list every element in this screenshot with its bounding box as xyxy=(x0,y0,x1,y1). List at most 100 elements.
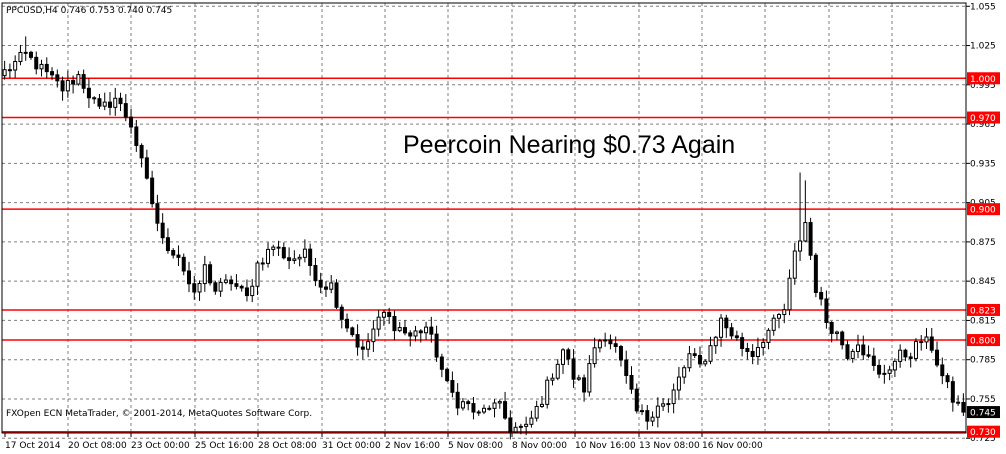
candle-body xyxy=(808,222,813,256)
candle-body xyxy=(187,270,192,285)
candle-body xyxy=(266,248,271,264)
candle-body xyxy=(92,97,97,100)
candle-body xyxy=(397,327,402,332)
candle-body xyxy=(908,356,913,359)
candle-body xyxy=(402,327,407,334)
candle-body xyxy=(7,69,12,72)
candle-body xyxy=(550,377,555,381)
candle-body xyxy=(861,344,866,356)
x-tick-label: 28 Oct 08:00 xyxy=(258,441,317,451)
level-label: 1.000 xyxy=(970,75,996,85)
price-labels: 1.000 0.970 0.900 0.823 0.800 0.730 0.745 xyxy=(967,72,1000,438)
candle-body xyxy=(355,334,360,348)
x-tick-label: 10 Nov 16:00 xyxy=(575,441,636,451)
candle-body xyxy=(60,80,65,92)
candle-body xyxy=(460,401,465,409)
candle-body xyxy=(524,423,529,427)
level-label-bg xyxy=(967,334,1000,347)
candle-body xyxy=(950,381,955,403)
candle-body xyxy=(624,359,629,376)
candle-body xyxy=(587,363,592,393)
candle-body xyxy=(244,287,249,297)
candle-body xyxy=(250,285,255,297)
level-label-bg xyxy=(967,203,1000,216)
candle-body xyxy=(487,407,492,410)
plot-frame xyxy=(1,2,967,434)
candle-body xyxy=(892,360,897,371)
candle-body xyxy=(150,177,155,205)
candle-body xyxy=(429,326,434,335)
candle-body xyxy=(144,157,149,179)
candle-body xyxy=(366,341,371,350)
candle-body xyxy=(592,347,597,365)
candle-body xyxy=(308,248,313,266)
y-tick-label: 0.935 xyxy=(970,159,996,169)
candle-body xyxy=(882,372,887,375)
candle-body xyxy=(297,256,302,260)
candle-body xyxy=(750,350,755,357)
candle-body xyxy=(771,317,776,331)
candle-body xyxy=(455,391,460,409)
candle-body xyxy=(424,326,429,334)
level-label: 0.730 xyxy=(970,428,996,438)
candle-body xyxy=(482,407,486,413)
y-tick-label: 0.995 xyxy=(970,81,996,91)
candle-body xyxy=(945,375,950,383)
candle-body xyxy=(497,401,502,404)
current-price-label-bg xyxy=(967,406,1000,419)
candle-body xyxy=(703,360,708,365)
candle-body xyxy=(929,336,934,351)
candle-body xyxy=(197,283,202,293)
candle-body xyxy=(55,74,60,82)
chart-title: Peercoin Nearing $0.73 Again xyxy=(403,131,735,159)
candle-body xyxy=(339,306,344,320)
candle-body xyxy=(313,264,318,281)
candle-body xyxy=(834,331,839,334)
watermark-text: FXOpen ECN MetaTrader, © 2001-2014, Meta… xyxy=(6,409,312,419)
candle-body xyxy=(776,314,781,319)
candle-body xyxy=(940,364,945,377)
level-label: 0.800 xyxy=(970,337,996,347)
candle-body xyxy=(387,311,392,318)
candle-body xyxy=(418,330,423,334)
candle-body xyxy=(956,401,961,404)
candle-body xyxy=(276,246,281,249)
y-tick-label: 1.025 xyxy=(970,42,996,52)
candle-body xyxy=(165,237,170,252)
candle-body xyxy=(113,97,118,108)
candle-body xyxy=(466,401,471,405)
support-resistance-levels xyxy=(2,77,966,433)
level-label-bg xyxy=(967,303,1000,316)
candle-body xyxy=(803,222,808,242)
candle-body xyxy=(561,349,566,365)
candle-body xyxy=(618,345,623,361)
level-label: 0.823 xyxy=(970,306,996,316)
candle-body xyxy=(798,240,803,252)
candle-body xyxy=(845,344,850,359)
candle-body xyxy=(171,250,176,256)
candle-body xyxy=(508,417,513,433)
candle-body xyxy=(239,285,244,289)
candle-body xyxy=(102,101,107,107)
candle-body xyxy=(44,63,49,73)
candle-body xyxy=(745,347,750,352)
candle-body xyxy=(413,330,418,337)
candle-body xyxy=(608,339,613,345)
candle-body xyxy=(640,410,645,413)
candle-body xyxy=(218,281,223,292)
candle-body xyxy=(571,358,576,380)
x-tick-label: 20 Oct 08:00 xyxy=(68,441,127,451)
candle-body xyxy=(555,363,560,379)
candle-body xyxy=(645,410,650,422)
candle-body xyxy=(208,264,213,284)
candle-body xyxy=(255,262,260,287)
candle-body xyxy=(792,250,797,279)
candle-body xyxy=(292,258,297,261)
y-tick-label: 0.875 xyxy=(970,238,996,248)
candle-body xyxy=(81,74,86,89)
candle-body xyxy=(682,367,687,378)
candle-body xyxy=(676,376,681,391)
candle-body xyxy=(576,377,581,380)
